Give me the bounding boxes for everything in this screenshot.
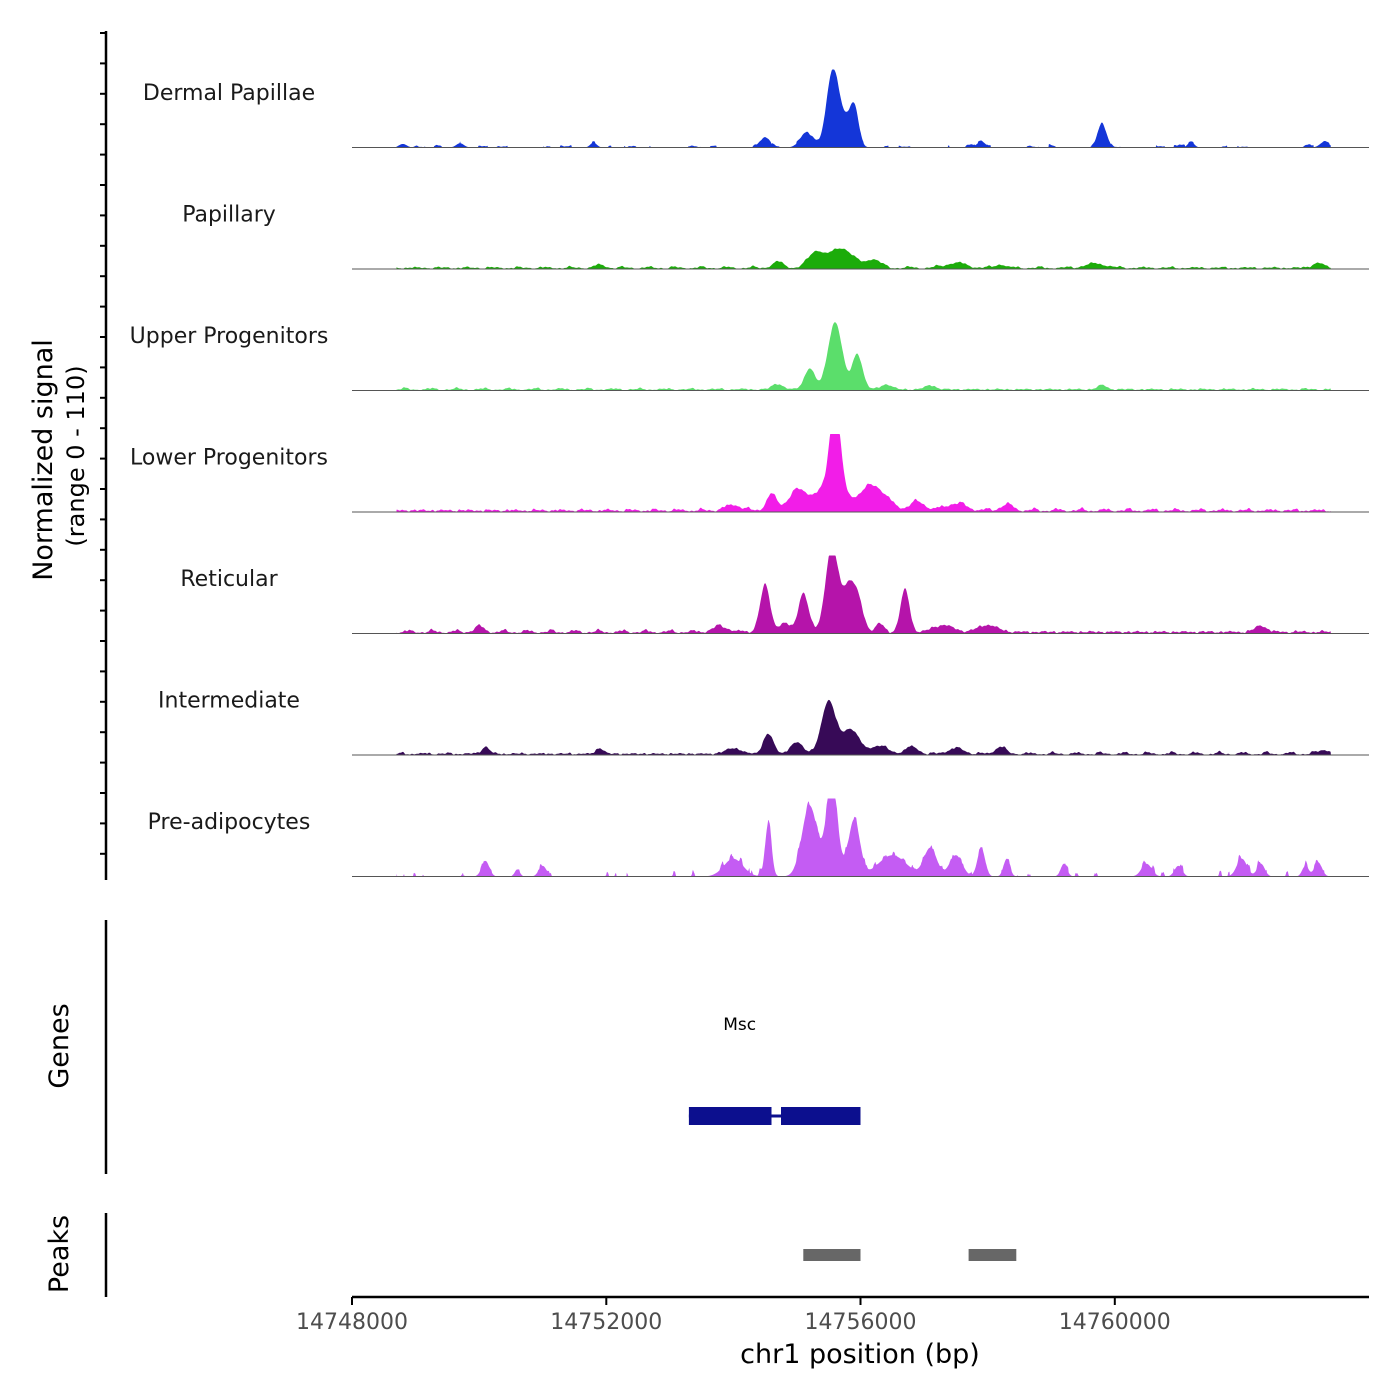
track-area bbox=[396, 434, 1331, 512]
track-area bbox=[396, 699, 1331, 755]
x-tick-label: 14756000 bbox=[805, 1310, 917, 1335]
gene-exon bbox=[688, 1107, 772, 1125]
gene-exon bbox=[781, 1107, 861, 1125]
track-area bbox=[396, 555, 1331, 634]
x-axis-ticks: 14748000 14752000 14756000 14760000 bbox=[296, 1297, 1171, 1335]
coverage-tracks: Dermal Papillae Papillary Upper Progenitor… bbox=[130, 69, 1369, 877]
gene-name-label: Msc bbox=[723, 1015, 756, 1035]
genes-panel-label: Genes bbox=[44, 1003, 75, 1088]
track-area bbox=[396, 322, 1331, 391]
x-tick-label: 14748000 bbox=[296, 1310, 408, 1335]
peak-region bbox=[968, 1249, 1017, 1261]
track-label: Pre-adipocytes bbox=[148, 810, 311, 835]
track-label: Upper Progenitors bbox=[130, 324, 329, 349]
track-label: Dermal Papillae bbox=[143, 81, 315, 106]
x-axis-title: chr1 position (bp) bbox=[740, 1339, 980, 1370]
x-tick-label: 14760000 bbox=[1059, 1310, 1171, 1335]
track-label: Reticular bbox=[180, 567, 278, 592]
track-label: Intermediate bbox=[158, 689, 300, 714]
peak-region bbox=[803, 1249, 861, 1261]
peaks-track bbox=[803, 1249, 1017, 1261]
x-tick-label: 14752000 bbox=[550, 1310, 662, 1335]
track-area bbox=[396, 248, 1331, 269]
track-area bbox=[396, 798, 1331, 877]
track-area bbox=[396, 69, 1331, 148]
coverage-y-axis-ticks bbox=[100, 32, 106, 855]
track-label: Papillary bbox=[182, 203, 276, 228]
peaks-panel-label: Peaks bbox=[44, 1215, 75, 1293]
y-axis-title-line2: (range 0 - 110) bbox=[62, 365, 90, 546]
track-label: Lower Progenitors bbox=[130, 446, 328, 471]
genes-track: Msc bbox=[688, 1015, 861, 1125]
y-axis-title-line1: Normalized signal bbox=[28, 339, 59, 581]
